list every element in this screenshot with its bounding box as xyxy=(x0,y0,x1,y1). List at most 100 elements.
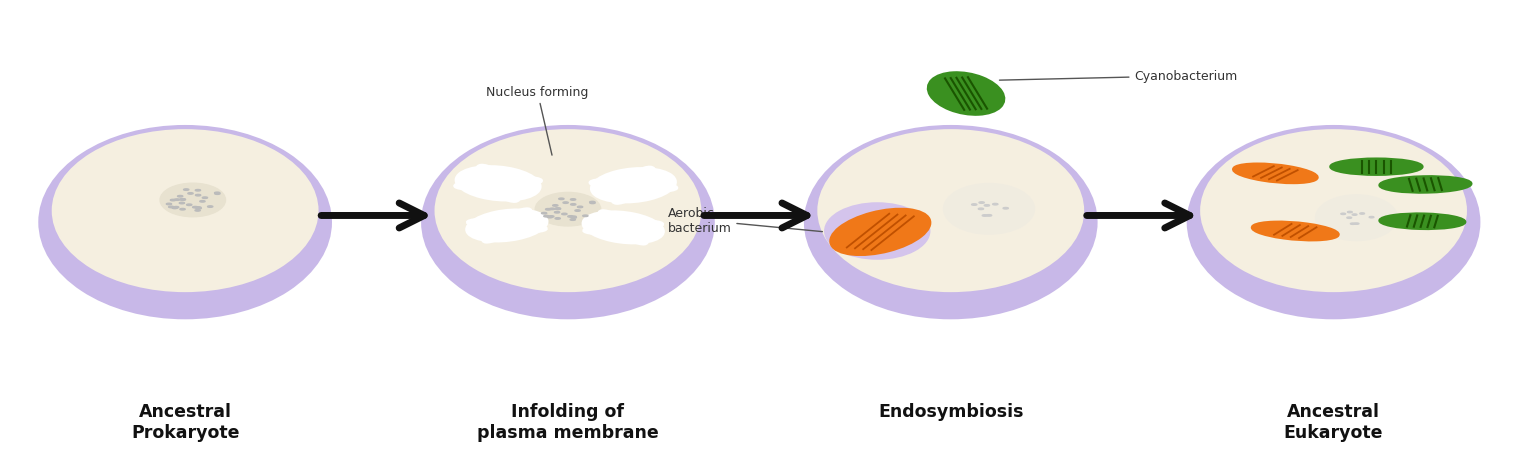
Ellipse shape xyxy=(466,210,548,242)
Text: Aerobic
bacterium: Aerobic bacterium xyxy=(667,207,822,235)
Ellipse shape xyxy=(1233,165,1318,184)
Circle shape xyxy=(1355,223,1359,225)
Text: Infolding of
plasma membrane: Infolding of plasma membrane xyxy=(477,402,658,441)
Circle shape xyxy=(207,207,213,208)
Ellipse shape xyxy=(468,219,546,233)
Circle shape xyxy=(986,215,991,216)
Circle shape xyxy=(196,208,201,210)
Circle shape xyxy=(542,213,546,215)
Ellipse shape xyxy=(818,131,1083,291)
Circle shape xyxy=(554,212,560,213)
Circle shape xyxy=(583,216,588,217)
Circle shape xyxy=(561,214,568,215)
Ellipse shape xyxy=(1379,177,1471,193)
Circle shape xyxy=(1350,224,1355,225)
Ellipse shape xyxy=(160,184,225,217)
Circle shape xyxy=(546,209,551,211)
Circle shape xyxy=(175,199,179,201)
Ellipse shape xyxy=(1325,201,1388,235)
Ellipse shape xyxy=(456,167,540,201)
Circle shape xyxy=(548,217,552,218)
Circle shape xyxy=(549,209,555,210)
Circle shape xyxy=(181,199,186,201)
Circle shape xyxy=(555,208,560,210)
Ellipse shape xyxy=(40,127,331,318)
Circle shape xyxy=(979,202,985,204)
Circle shape xyxy=(184,189,189,191)
Circle shape xyxy=(196,207,201,209)
Ellipse shape xyxy=(928,74,1005,115)
Circle shape xyxy=(1370,217,1374,218)
Ellipse shape xyxy=(1330,159,1422,175)
Circle shape xyxy=(1353,214,1358,216)
Ellipse shape xyxy=(482,209,531,243)
Text: Nucleus forming: Nucleus forming xyxy=(486,86,589,156)
Circle shape xyxy=(179,203,184,204)
Ellipse shape xyxy=(1252,222,1339,241)
Circle shape xyxy=(1359,213,1365,215)
Ellipse shape xyxy=(583,212,664,244)
Ellipse shape xyxy=(535,193,601,226)
Circle shape xyxy=(170,200,175,202)
Circle shape xyxy=(571,217,577,219)
Ellipse shape xyxy=(954,190,1023,229)
Circle shape xyxy=(1347,212,1351,213)
Circle shape xyxy=(563,202,568,204)
Text: Ancestral
Eukaryote: Ancestral Eukaryote xyxy=(1284,402,1384,441)
Circle shape xyxy=(543,216,549,217)
Circle shape xyxy=(982,215,988,217)
Text: Endosymbiosis: Endosymbiosis xyxy=(877,402,1023,420)
Ellipse shape xyxy=(591,169,675,202)
Ellipse shape xyxy=(830,210,930,255)
Circle shape xyxy=(979,209,983,210)
Circle shape xyxy=(199,201,206,202)
Ellipse shape xyxy=(436,131,701,291)
Circle shape xyxy=(1341,214,1345,215)
Circle shape xyxy=(577,207,583,208)
Circle shape xyxy=(179,209,186,211)
Circle shape xyxy=(172,207,178,209)
Text: Ancestral
Prokaryote: Ancestral Prokaryote xyxy=(130,402,239,441)
Circle shape xyxy=(558,198,565,200)
Circle shape xyxy=(187,205,192,206)
Ellipse shape xyxy=(1189,127,1479,318)
Circle shape xyxy=(193,207,198,208)
Circle shape xyxy=(552,205,558,207)
Ellipse shape xyxy=(943,184,1034,234)
Circle shape xyxy=(589,202,595,203)
Ellipse shape xyxy=(422,127,713,318)
Circle shape xyxy=(215,193,219,194)
Ellipse shape xyxy=(583,221,663,235)
Circle shape xyxy=(549,216,554,218)
Ellipse shape xyxy=(1201,131,1467,291)
Circle shape xyxy=(571,204,575,206)
Circle shape xyxy=(555,208,561,210)
Circle shape xyxy=(179,199,186,201)
Circle shape xyxy=(195,195,201,197)
Ellipse shape xyxy=(598,211,647,245)
Circle shape xyxy=(187,193,193,195)
Ellipse shape xyxy=(589,179,676,193)
Circle shape xyxy=(166,204,172,205)
Ellipse shape xyxy=(1379,214,1465,229)
Ellipse shape xyxy=(52,131,318,291)
Circle shape xyxy=(215,193,219,195)
Circle shape xyxy=(173,207,179,208)
Ellipse shape xyxy=(612,167,655,204)
Circle shape xyxy=(169,207,173,208)
Circle shape xyxy=(202,198,207,199)
Circle shape xyxy=(575,210,580,212)
Ellipse shape xyxy=(1316,196,1397,241)
Circle shape xyxy=(555,218,560,220)
Circle shape xyxy=(992,204,999,206)
Ellipse shape xyxy=(454,177,542,191)
Circle shape xyxy=(195,190,201,192)
Circle shape xyxy=(1003,208,1008,210)
Circle shape xyxy=(985,205,989,207)
Circle shape xyxy=(178,196,183,198)
Circle shape xyxy=(571,219,575,221)
Circle shape xyxy=(571,216,577,218)
Text: Cyanobacterium: Cyanobacterium xyxy=(1000,70,1238,83)
Circle shape xyxy=(568,216,574,218)
Circle shape xyxy=(591,202,595,204)
